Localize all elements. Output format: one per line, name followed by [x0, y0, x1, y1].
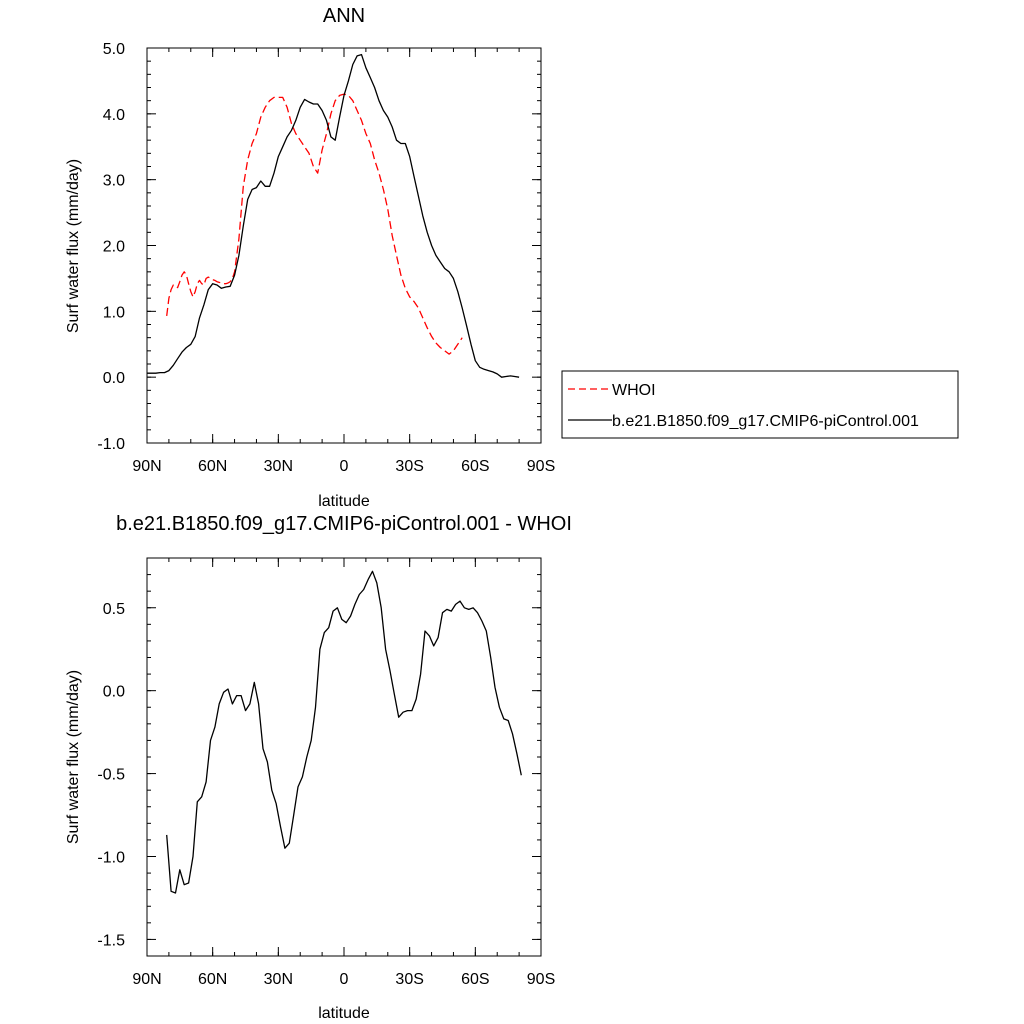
y-tick-label: 4.0: [103, 107, 125, 124]
legend: WHOI b.e21.B1850.f09_g17.CMIP6-piControl…: [561, 370, 959, 439]
y-tick-label: 0.0: [103, 684, 125, 701]
x-tick-labels: 90N 60N 30N 0 30S 60S 90S: [132, 971, 555, 988]
x-tick-labels: 90N 60N 30N 0 30S 60S 90S: [132, 458, 555, 475]
y-tick-label: 3.0: [103, 173, 125, 190]
panel-top: ANN Surf water flux (mm/day) latitude 90…: [65, 5, 555, 510]
series-line-whoi: [166, 93, 463, 355]
y-tick-label: 1.0: [103, 304, 125, 321]
axis-ticks: [146, 557, 542, 957]
y-axis-label: Surf water flux (mm/day): [65, 670, 82, 844]
x-tick-label: 60S: [461, 971, 489, 988]
x-tick-label: 0: [340, 971, 349, 988]
axis-ticks: [146, 47, 542, 444]
x-axis-label: latitude: [318, 493, 370, 510]
chart-title: b.e21.B1850.f09_g17.CMIP6-piControl.001 …: [116, 513, 572, 535]
plot-frame: [146, 557, 542, 957]
legend-label-model: b.e21.B1850.f09_g17.CMIP6-piControl.001: [612, 413, 919, 430]
y-tick-labels: -1.0 0.0 1.0 2.0 3.0 4.0 5.0: [97, 41, 125, 453]
x-tick-label: 60S: [461, 458, 489, 475]
plot-frame: [146, 47, 542, 444]
x-tick-label: 30N: [264, 458, 293, 475]
legend-label-whoi: WHOI: [612, 382, 656, 399]
x-tick-label: 60N: [198, 458, 227, 475]
legend-box: [561, 370, 959, 439]
x-tick-label: 30S: [395, 971, 423, 988]
panel-bottom: b.e21.B1850.f09_g17.CMIP6-piControl.001 …: [65, 513, 572, 1022]
y-tick-label: -1.0: [97, 436, 125, 453]
y-tick-label: 2.0: [103, 239, 125, 256]
y-tick-label: 5.0: [103, 41, 125, 58]
x-tick-label: 90N: [132, 971, 161, 988]
x-tick-label: 30S: [395, 458, 423, 475]
y-axis-label: Surf water flux (mm/day): [65, 159, 82, 333]
y-tick-label: -1.5: [97, 932, 125, 949]
y-tick-label: 0.5: [103, 601, 125, 618]
y-tick-labels: -1.5 -1.0 -0.5 0.0 0.5: [97, 601, 125, 950]
x-tick-label: 0: [340, 458, 349, 475]
y-tick-label: -0.5: [97, 767, 125, 784]
y-tick-label: 0.0: [103, 370, 125, 387]
series-line-b-e21-b1850-f09-g17-cmip6-picontrol-001: [147, 53, 520, 378]
x-tick-label: 60N: [198, 971, 227, 988]
x-axis-label: latitude: [318, 1005, 370, 1022]
x-tick-label: 90S: [527, 458, 555, 475]
series-lines: [166, 570, 522, 894]
series-line-difference: [166, 570, 522, 894]
chart-title: ANN: [323, 5, 365, 27]
y-tick-label: -1.0: [97, 850, 125, 867]
series-lines: [147, 53, 520, 378]
x-tick-label: 30N: [264, 971, 293, 988]
x-tick-label: 90S: [527, 971, 555, 988]
x-tick-label: 90N: [132, 458, 161, 475]
